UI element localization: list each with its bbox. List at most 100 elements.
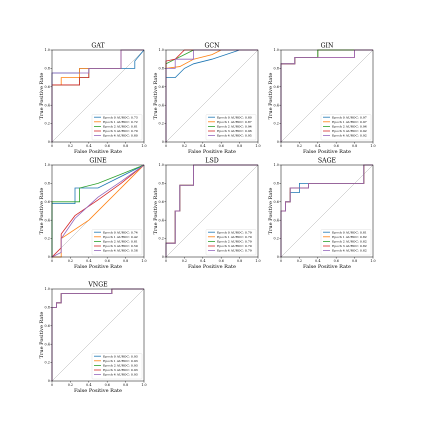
- chart-panel-sage: 0 0.2 0.4 0.6 0.8 1.0 0 0.2 0.4 0.6 0.8 1.0 SAGE Fals…: [268, 158, 376, 271]
- series-line-4: [51, 49, 144, 142]
- x-tick-label: 0.4: [315, 259, 320, 263]
- legend-entry: Epoch 1 AUROC: 0.87: [217, 120, 252, 124]
- y-tick-label: 1.0: [159, 163, 164, 167]
- x-axis-label: False Positive Rate: [303, 149, 351, 155]
- legend-box: [320, 114, 372, 141]
- chance-diagonal: [280, 164, 374, 258]
- legend-entry: Epoch 4 AUROC: 0.79: [217, 249, 252, 253]
- legend-entry: Epoch 0 AUROC: 0.81: [332, 230, 367, 234]
- y-tick-label: 0.6: [159, 85, 164, 89]
- chart-panel-vnge: 0 0.2 0.4 0.6 0.8 1.0 0 0.2 0.4 0.6 0.8 1.0 VNGE Fals…: [39, 282, 147, 395]
- x-tick-label: 0.2: [68, 144, 73, 148]
- legend-entry: Epoch 2 AUROC: 0.81: [103, 125, 138, 129]
- legend-entry: Epoch 1 AUROC: 0.82: [332, 235, 367, 239]
- legend-entry: Epoch 1 AUROC: 0.42: [103, 235, 138, 239]
- legend-box: [91, 353, 143, 380]
- chart-title: GIN: [321, 43, 334, 50]
- chart-title: GCN: [204, 43, 220, 50]
- chart-title: VNGE: [87, 282, 108, 289]
- y-tick-label: 1.0: [45, 48, 50, 52]
- legend-entry: Epoch 4 AUROC: 0.58: [103, 249, 138, 253]
- y-tick-label: 0.4: [159, 103, 164, 107]
- chance-diagonal: [51, 288, 145, 382]
- y-tick-label: 0.6: [159, 200, 164, 204]
- y-tick-label: 0.2: [45, 122, 50, 126]
- legend-entry: Epoch 0 AUROC: 0.74: [103, 230, 138, 234]
- y-tick-label: 0.6: [274, 85, 279, 89]
- x-tick-label: 0.2: [297, 144, 302, 148]
- chart-title: GINE: [89, 158, 107, 165]
- y-tick-label: 0.4: [45, 342, 50, 346]
- y-tick-label: 0: [48, 140, 50, 144]
- y-tick-label: 1.0: [159, 48, 164, 52]
- x-tick-label: 0: [280, 259, 282, 263]
- legend-entry: Epoch 3 AUROC: 0.79: [217, 244, 252, 248]
- x-tick-label: 0.8: [237, 144, 242, 148]
- x-tick-label: 0.4: [86, 383, 91, 387]
- y-tick-label: 0.8: [159, 67, 164, 71]
- y-tick-label: 0.2: [45, 361, 50, 365]
- y-tick-label: 0.8: [159, 182, 164, 186]
- chance-diagonal: [165, 164, 259, 258]
- chart-title: GAT: [91, 43, 105, 50]
- y-tick-label: 0: [277, 255, 279, 259]
- y-tick-label: 0.6: [45, 85, 50, 89]
- y-axis-label: True Positive Rate: [268, 73, 274, 120]
- y-tick-label: 0.8: [45, 306, 50, 310]
- x-tick-label: 0.2: [182, 259, 187, 263]
- x-tick-label: 1.0: [141, 383, 146, 387]
- legend-entry: Epoch 0 AUROC: 0.97: [332, 115, 367, 119]
- x-tick-label: 0.4: [200, 144, 205, 148]
- series-line-4: [51, 164, 145, 258]
- series-line-4: [280, 164, 373, 257]
- y-tick-label: 0.8: [45, 67, 50, 71]
- y-tick-label: 0.8: [274, 67, 279, 71]
- x-tick-label: 0.8: [237, 259, 242, 263]
- y-axis-label: True Positive Rate: [39, 188, 45, 235]
- plot-frame: [280, 49, 374, 143]
- plot-frame: [165, 49, 259, 143]
- x-tick-label: 1.0: [141, 144, 146, 148]
- y-tick-label: 1.0: [45, 163, 50, 167]
- legend-box: [91, 229, 143, 256]
- legend-entry: Epoch 2 AUROC: 0.81: [103, 240, 138, 244]
- x-tick-label: 0.6: [105, 144, 110, 148]
- x-tick-label: 0.4: [86, 144, 91, 148]
- y-tick-label: 0.2: [159, 122, 164, 126]
- y-axis-label: True Positive Rate: [39, 312, 45, 359]
- x-tick-label: 0.2: [182, 144, 187, 148]
- chance-diagonal: [280, 49, 374, 143]
- legend-entry: Epoch 1 AUROC: 0.72: [103, 120, 138, 124]
- chart-panel-gat: 0 0.2 0.4 0.6 0.8 1.0 0 0.2 0.4 0.6 0.8 1.0 GAT False…: [39, 43, 147, 156]
- legend-entry: Epoch 4 AUROC: 0.82: [332, 249, 367, 253]
- legend-entry: Epoch 0 AUROC: 0.79: [217, 230, 252, 234]
- chart-panel-gin: 0 0.2 0.4 0.6 0.8 1.0 0 0.2 0.4 0.6 0.8 1.0 GIN False…: [268, 43, 376, 156]
- legend-entry: Epoch 0 AUROC: 0.73: [103, 115, 138, 119]
- x-tick-label: 0.8: [352, 144, 357, 148]
- x-tick-label: 0.4: [315, 144, 320, 148]
- legend-entry: Epoch 0 AUROC: 0.80: [217, 115, 252, 119]
- legend-entry: Epoch 1 AUROC: 0.93: [103, 359, 138, 363]
- y-tick-label: 0.8: [45, 182, 50, 186]
- y-tick-label: 0: [48, 255, 50, 259]
- x-tick-label: 0: [165, 259, 167, 263]
- x-tick-label: 0: [51, 144, 53, 148]
- legend-entry: Epoch 2 AUROC: 0.96: [332, 125, 367, 129]
- x-tick-label: 0.8: [123, 259, 128, 263]
- chance-diagonal: [51, 49, 145, 143]
- legend-entry: Epoch 2 AUROC: 0.82: [332, 240, 367, 244]
- legend-box: [91, 114, 143, 141]
- plot-frame: [280, 164, 374, 258]
- x-tick-label: 0.6: [105, 383, 110, 387]
- y-tick-label: 0.4: [159, 218, 164, 222]
- legend-entry: Epoch 3 AUROC: 0.92: [332, 129, 367, 133]
- x-tick-label: 0: [51, 259, 53, 263]
- legend-box: [320, 229, 372, 256]
